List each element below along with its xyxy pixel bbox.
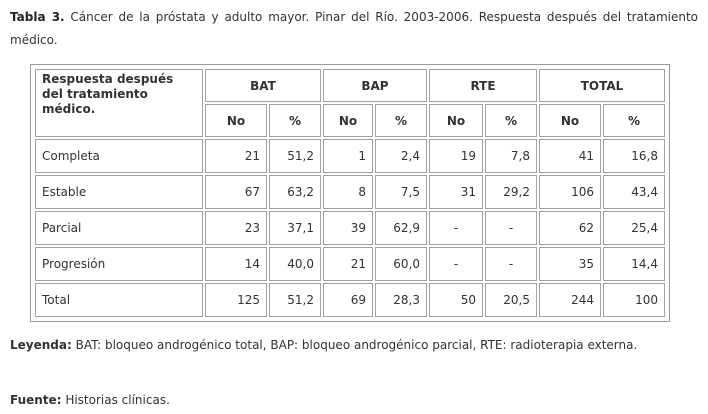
source-text: Historias clínicas.	[61, 393, 170, 407]
group-header-rte: RTE	[429, 69, 537, 102]
legend-text: BAT: bloqueo androgénico total, BAP: blo…	[71, 338, 638, 352]
table-cell: 37,1	[269, 211, 321, 245]
row-label: Parcial	[35, 211, 203, 245]
group-header-total: TOTAL	[539, 69, 665, 102]
subheader-no: No	[205, 104, 267, 137]
table-row-total: Total 125 51,2 69 28,3 50 20,5 244 100	[35, 283, 665, 317]
group-header-bat: BAT	[205, 69, 321, 102]
subheader-row: No % No % No % No %	[35, 104, 665, 137]
data-table: Respuesta después del tratamiento médico…	[33, 67, 667, 319]
table-cell: 7,8	[485, 139, 537, 173]
subheader-no: No	[539, 104, 601, 137]
table-cell: 60,0	[375, 247, 427, 281]
group-header-bap: BAP	[323, 69, 427, 102]
table-cell: 1	[323, 139, 373, 173]
table-cell: 31	[429, 175, 483, 209]
legend-label: Leyenda:	[10, 338, 72, 352]
table-cell: 125	[205, 283, 267, 317]
table-cell: 25,4	[603, 211, 665, 245]
table-cell: 63,2	[269, 175, 321, 209]
row-label: Total	[35, 283, 203, 317]
table-cell: 29,2	[485, 175, 537, 209]
table-cell: 20,5	[485, 283, 537, 317]
table-cell: 40,0	[269, 247, 321, 281]
table-cell: 7,5	[375, 175, 427, 209]
caption-label: Tabla 3.	[10, 10, 65, 24]
table-cell: 50	[429, 283, 483, 317]
row-label: Progresión	[35, 247, 203, 281]
table-cell: 106	[539, 175, 601, 209]
source-label: Fuente:	[10, 393, 62, 407]
table-cell: 2,4	[375, 139, 427, 173]
table-row: Estable 67 63,2 8 7,5 31 29,2 106 43,4	[35, 175, 665, 209]
table-cell: 21	[205, 139, 267, 173]
data-table-frame: Respuesta después del tratamiento médico…	[30, 64, 670, 322]
table-cell: 28,3	[375, 283, 427, 317]
subheader-percent: %	[603, 104, 665, 137]
subheader-percent: %	[269, 104, 321, 137]
caption-text: Cáncer de la próstata y adulto mayor. Pi…	[10, 10, 698, 47]
group-header-row: Respuesta después del tratamiento médico…	[35, 69, 665, 137]
row-label: Estable	[35, 175, 203, 209]
table-cell: 100	[603, 283, 665, 317]
table-cell: 43,4	[603, 175, 665, 209]
table-cell: -	[429, 211, 483, 245]
table-cell: -	[485, 247, 537, 281]
table-cell: 35	[539, 247, 601, 281]
table-cell: 67	[205, 175, 267, 209]
subheader-no: No	[429, 104, 483, 137]
table-cell: 19	[429, 139, 483, 173]
table-cell: 14	[205, 247, 267, 281]
subheader-percent: %	[375, 104, 427, 137]
table-row: Progresión 14 40,0 21 60,0 - - 35 14,4	[35, 247, 665, 281]
table-cell: 51,2	[269, 283, 321, 317]
table-caption: Tabla 3. Cáncer de la próstata y adulto …	[10, 6, 698, 52]
table-cell: 23	[205, 211, 267, 245]
subheader-percent: %	[485, 104, 537, 137]
table-cell: 69	[323, 283, 373, 317]
table-legend: Leyenda: BAT: bloqueo androgénico total,…	[10, 334, 688, 357]
table-cell: 21	[323, 247, 373, 281]
table-cell: -	[429, 247, 483, 281]
table-row: Completa 21 51,2 1 2,4 19 7,8 41 16,8	[35, 139, 665, 173]
table-cell: 62,9	[375, 211, 427, 245]
table-cell: 39	[323, 211, 373, 245]
corner-header: Respuesta después del tratamiento médico…	[35, 69, 203, 137]
subheader-no: No	[323, 104, 373, 137]
table-cell: -	[485, 211, 537, 245]
table-cell: 62	[539, 211, 601, 245]
table-row: Parcial 23 37,1 39 62,9 - - 62 25,4	[35, 211, 665, 245]
table-source: Fuente: Historias clínicas.	[10, 389, 170, 412]
table-cell: 51,2	[269, 139, 321, 173]
table-cell: 14,4	[603, 247, 665, 281]
table-cell: 8	[323, 175, 373, 209]
table-cell: 244	[539, 283, 601, 317]
row-label: Completa	[35, 139, 203, 173]
table-cell: 41	[539, 139, 601, 173]
table-cell: 16,8	[603, 139, 665, 173]
